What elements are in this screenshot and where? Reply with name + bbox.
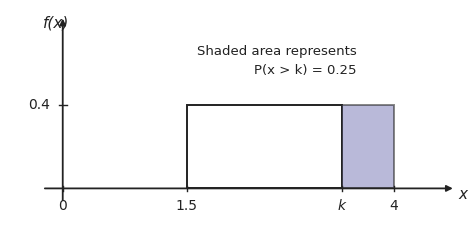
Text: 4: 4 [389, 199, 398, 213]
Text: f(x): f(x) [43, 16, 69, 31]
Text: x: x [458, 187, 467, 202]
Bar [342, 105, 393, 188]
Text: 0.4: 0.4 [28, 98, 50, 112]
Text: Shaded area represents
P(x > k) = 0.25: Shaded area represents P(x > k) = 0.25 [197, 45, 356, 76]
Text: 0: 0 [58, 199, 67, 213]
Text: 1.5: 1.5 [176, 199, 198, 213]
Text: k: k [338, 199, 346, 213]
Bar [187, 105, 342, 188]
